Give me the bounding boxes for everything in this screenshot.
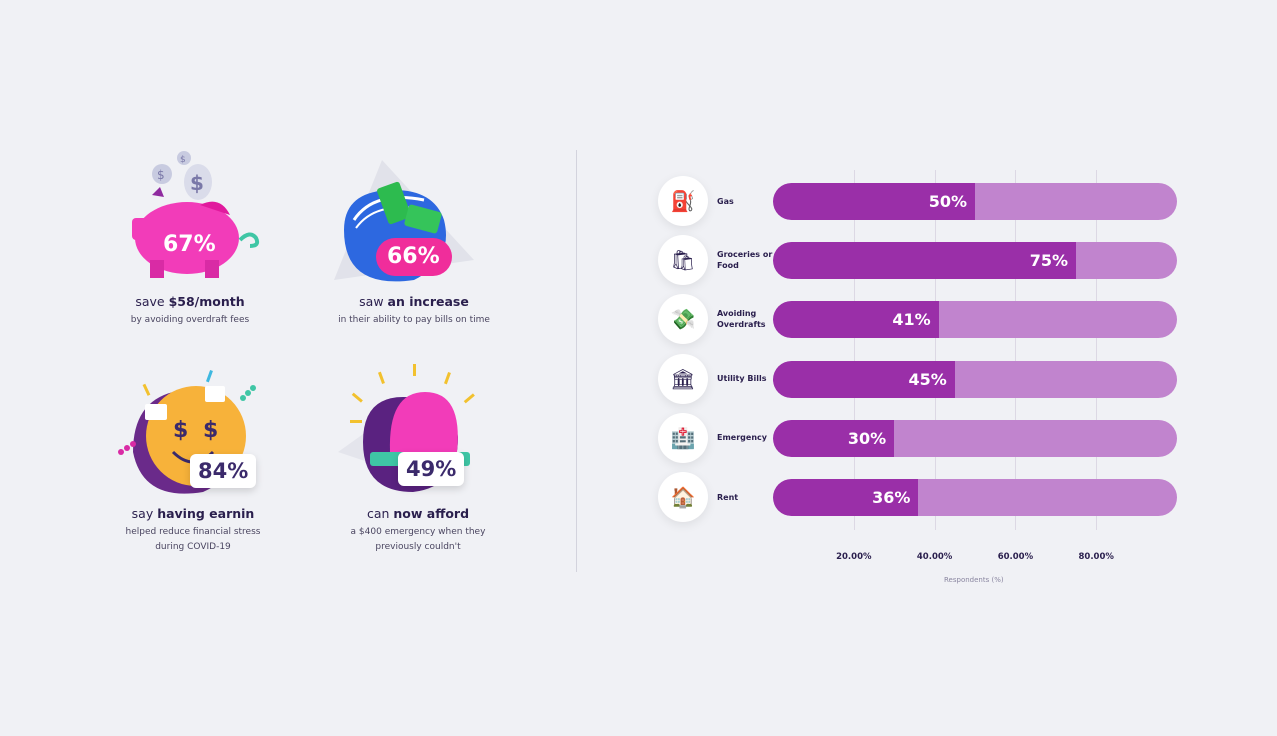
grid-line — [1096, 170, 1098, 530]
bar-row: 🏛 Utility Bills 45% — [650, 353, 1190, 406]
piggy-bank-illustration: $ $ $ 67% — [90, 150, 290, 290]
stat-desc-line: previously couldn't — [375, 542, 461, 552]
piggy-bank-icon: $ $ $ — [132, 151, 260, 278]
bar-row: 💸 Avoiding Overdrafts 41% — [650, 294, 1190, 346]
category-label: Avoiding Overdrafts — [717, 309, 766, 330]
stat-percent: 67% — [163, 232, 216, 257]
x-tick-label: 20.00% — [836, 552, 872, 562]
bar-value-label: 75% — [1029, 251, 1068, 271]
svg-text:$: $ — [190, 171, 204, 195]
percent-bubble: 84% — [190, 454, 257, 488]
stat-bold: having earnin — [157, 506, 255, 521]
stat-desc: helped reduce financial stress during COV… — [93, 525, 293, 555]
bar — [773, 479, 919, 516]
stat-stress: $ $ 84% say having earnin helped reduce … — [93, 362, 293, 555]
bar-value-label: 50% — [928, 192, 967, 211]
stat-bold: an increase — [387, 294, 469, 309]
bar-track: 36% — [773, 479, 1177, 516]
x-tick-label: 40.00% — [916, 552, 953, 562]
bar-value-label: 36% — [872, 488, 911, 507]
money-icon: 💸 — [658, 294, 708, 345]
bar-chart: ⛽ Gas 50% 🛍 Groceries or Food 75% 💸 Avoiding Ov… — [650, 170, 1210, 600]
bar-row: 🏠 Rent 36% — [650, 472, 1190, 524]
svg-text:$: $ — [180, 155, 186, 165]
category-label: Gas — [717, 196, 734, 206]
stat-pre: say — [131, 506, 158, 521]
stat-percent: 66% — [387, 244, 440, 269]
bar-row: 🏥 Emergency 30% — [650, 412, 1190, 465]
coin-face-illustration: $ $ 84% — [93, 362, 293, 502]
percent-pill — [376, 238, 452, 276]
bar-track: 41% — [773, 301, 1177, 339]
bar-track: 75% — [773, 242, 1177, 280]
bar-track: 50% — [773, 183, 1177, 220]
stat-desc: a $400 emergency when they previously cou… — [318, 525, 518, 555]
stat-pre: can — [366, 506, 394, 521]
bar-track: 30% — [773, 419, 1177, 457]
bar — [773, 183, 975, 220]
stat-headline: say having earnin — [93, 506, 293, 521]
category-label: Groceries or Food — [717, 250, 773, 271]
stat-pre: save — [135, 294, 169, 309]
bar-value-label: 41% — [892, 310, 931, 330]
category-label: Utility Bills — [717, 374, 767, 384]
svg-text:$: $ — [203, 418, 218, 443]
stat-desc: by avoiding overdraft fees — [130, 315, 250, 325]
bank-icon: 🏛 — [658, 353, 708, 404]
coin-face-icon: $ $ — [118, 370, 256, 494]
bar — [773, 419, 895, 457]
bar-row: 🛍 Groceries or Food 75% — [650, 235, 1190, 287]
bar-value-label: 30% — [847, 428, 887, 448]
x-tick-label: 80.00% — [1078, 552, 1114, 562]
bar-value-label: 45% — [908, 369, 947, 389]
bar — [773, 242, 1076, 280]
stat-desc-line: a $400 emergency when they — [350, 527, 486, 537]
bar — [773, 301, 939, 339]
stat-pre: saw — [359, 294, 388, 309]
svg-text:$: $ — [173, 418, 188, 443]
stat-piggy: $ $ $ 67% save $58/month by avoiding ove… — [90, 150, 290, 328]
money-illustration: 66% — [314, 150, 514, 290]
stat-headline: can now afford — [318, 506, 518, 521]
grid-line — [853, 170, 855, 530]
stat-headline: save $58/month — [90, 294, 290, 309]
stat-desc-line: during COVID-19 — [155, 542, 231, 552]
percent-bubble: 49% — [398, 452, 465, 486]
bar-row: ⛽ Gas 50% — [650, 176, 1190, 228]
category-label: Rent — [717, 492, 739, 502]
stat-bold: $58/month — [168, 294, 245, 309]
grid-line — [934, 170, 936, 530]
stat-emergency: 49% can now afford a $400 emergency when… — [318, 362, 518, 555]
gas-pump-icon: ⛽ — [658, 176, 708, 226]
alarm-illustration: 49% — [318, 362, 518, 502]
bar-track: 45% — [773, 360, 1177, 398]
bar — [773, 360, 955, 398]
grid-line — [1015, 170, 1017, 530]
x-axis-label: Respondents (%) — [944, 576, 1004, 584]
stat-headline: saw an increase — [314, 294, 514, 309]
section-divider — [576, 150, 577, 572]
stat-desc-line: helped reduce financial stress — [125, 527, 261, 537]
x-tick-label: 60.00% — [997, 552, 1034, 562]
hospital-icon: 🏥 — [658, 412, 708, 463]
shopping-bags-icon: 🛍 — [658, 235, 708, 286]
category-label: Emergency — [717, 433, 767, 443]
stat-desc: in their ability to pay bills on time — [338, 315, 490, 325]
svg-text:$: $ — [157, 168, 165, 182]
house-icon: 🏠 — [658, 472, 708, 522]
stat-bills: 66% saw an increase in their ability to … — [314, 150, 514, 328]
stat-bold: now afford — [393, 506, 470, 521]
